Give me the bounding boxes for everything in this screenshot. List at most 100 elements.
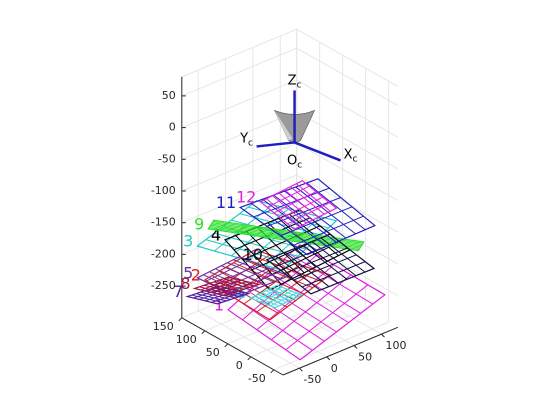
plane-grid-line <box>280 196 323 219</box>
plane: 12 <box>236 179 338 230</box>
plane-grid-line <box>209 271 252 292</box>
plane-grid-line <box>213 281 245 290</box>
plane-label: 11 <box>216 193 236 212</box>
plane-grid-line <box>293 254 357 281</box>
camera-axis-label: Yc <box>239 131 253 148</box>
y-tick-label: 50 <box>206 346 220 359</box>
grid-line <box>250 308 366 358</box>
plane-grid-line <box>196 293 227 302</box>
plane-outline <box>259 179 338 230</box>
plane-grid-line <box>284 189 319 218</box>
plane-grid-line <box>209 225 360 249</box>
plane-grid-line <box>255 286 283 301</box>
y-tick <box>270 369 275 374</box>
plane-grid-line <box>223 278 254 287</box>
plane-grid-line <box>261 292 287 303</box>
y-tick-label: -50 <box>248 372 266 385</box>
z-tick-label: 50 <box>162 89 176 102</box>
plane-grid-line <box>256 264 335 331</box>
plane-grid-line <box>230 259 286 297</box>
y-tick <box>201 330 206 335</box>
plane: 8 <box>180 274 261 297</box>
plane-grid-line <box>269 288 295 300</box>
plane-grid-line <box>246 230 294 279</box>
plane-grid-line <box>238 300 313 351</box>
grid-line <box>296 79 399 138</box>
grid-line <box>273 321 389 371</box>
plane-grid-line <box>265 290 293 305</box>
x-tick <box>326 356 331 361</box>
z-tick-label: -200 <box>151 247 176 260</box>
plane-grid-line <box>284 247 348 274</box>
y-tick <box>224 343 229 348</box>
plane-grid-line <box>320 237 366 273</box>
plane-label: 12 <box>236 187 256 206</box>
plane-grid-line <box>297 233 305 243</box>
plane-grid-line <box>293 215 364 246</box>
camera-axis-label: Xc <box>344 147 358 164</box>
grid-line <box>296 111 399 170</box>
plane-grid-line <box>280 206 353 237</box>
x-tick <box>299 367 303 372</box>
label-base: O <box>287 153 297 168</box>
plane-grid-line <box>248 290 325 342</box>
plane-grid-line <box>233 259 282 280</box>
label-base: Y <box>239 131 248 146</box>
label-sub: c <box>297 80 302 90</box>
plane-grid-line <box>254 295 280 307</box>
label-sub: c <box>248 138 253 148</box>
plane-grid-line <box>248 212 305 262</box>
plane-grid-line <box>266 198 301 227</box>
plane-label: 8 <box>180 274 190 293</box>
plane-grid-line <box>278 192 313 221</box>
label-sub: c <box>297 160 302 170</box>
plane-grid-line <box>218 279 250 289</box>
plane-label: 10 <box>243 245 263 264</box>
plane-label: 5 <box>183 263 193 282</box>
z-tick-label: -50 <box>158 152 176 165</box>
plane-grid-line <box>262 198 327 247</box>
camera-axis-label: Zc <box>288 73 302 90</box>
plane-grid-line <box>295 186 356 235</box>
plane-grid-line <box>218 282 253 295</box>
label-base: X <box>344 147 353 162</box>
plane-grid-line <box>266 185 310 208</box>
plane-grid-line <box>205 239 291 264</box>
x-tick-label: -50 <box>303 373 321 386</box>
camera-axis <box>256 141 295 148</box>
plane-grid-line <box>289 253 374 305</box>
box-edge <box>181 28 297 78</box>
plane-grid-line <box>268 272 349 324</box>
plane: 10 <box>243 233 376 295</box>
grid-line <box>296 47 399 106</box>
grid-line <box>181 79 297 129</box>
grid-line <box>181 111 297 160</box>
z-tick-label: -150 <box>151 216 176 229</box>
plane-grid-line <box>260 288 288 303</box>
plane: 11 <box>216 178 377 256</box>
plane-grid-line <box>306 182 366 231</box>
plane-grid-line <box>265 290 291 301</box>
plane-grid-line <box>273 194 337 243</box>
plane-grid-line <box>208 283 240 292</box>
plane-grid-line <box>272 195 307 224</box>
plane-grid-line <box>290 186 325 215</box>
grid-line <box>181 174 297 224</box>
plane-label: 1 <box>214 295 224 314</box>
plane-grid-line <box>206 279 241 292</box>
plane-label: 6 <box>236 284 246 303</box>
y-tick <box>247 356 252 361</box>
plane-outline <box>203 249 332 321</box>
plane-label: 4 <box>211 225 221 244</box>
box-edge <box>296 28 399 87</box>
plane-grid-line <box>212 281 247 294</box>
camera-axis-label: Oc <box>287 153 302 170</box>
plane-grid-line <box>257 294 284 305</box>
grid-line <box>181 142 297 192</box>
plane-grid-line <box>302 244 348 280</box>
y-axis <box>181 317 284 376</box>
z-tick-label: -250 <box>151 279 176 292</box>
plane-grid-line <box>211 291 243 303</box>
